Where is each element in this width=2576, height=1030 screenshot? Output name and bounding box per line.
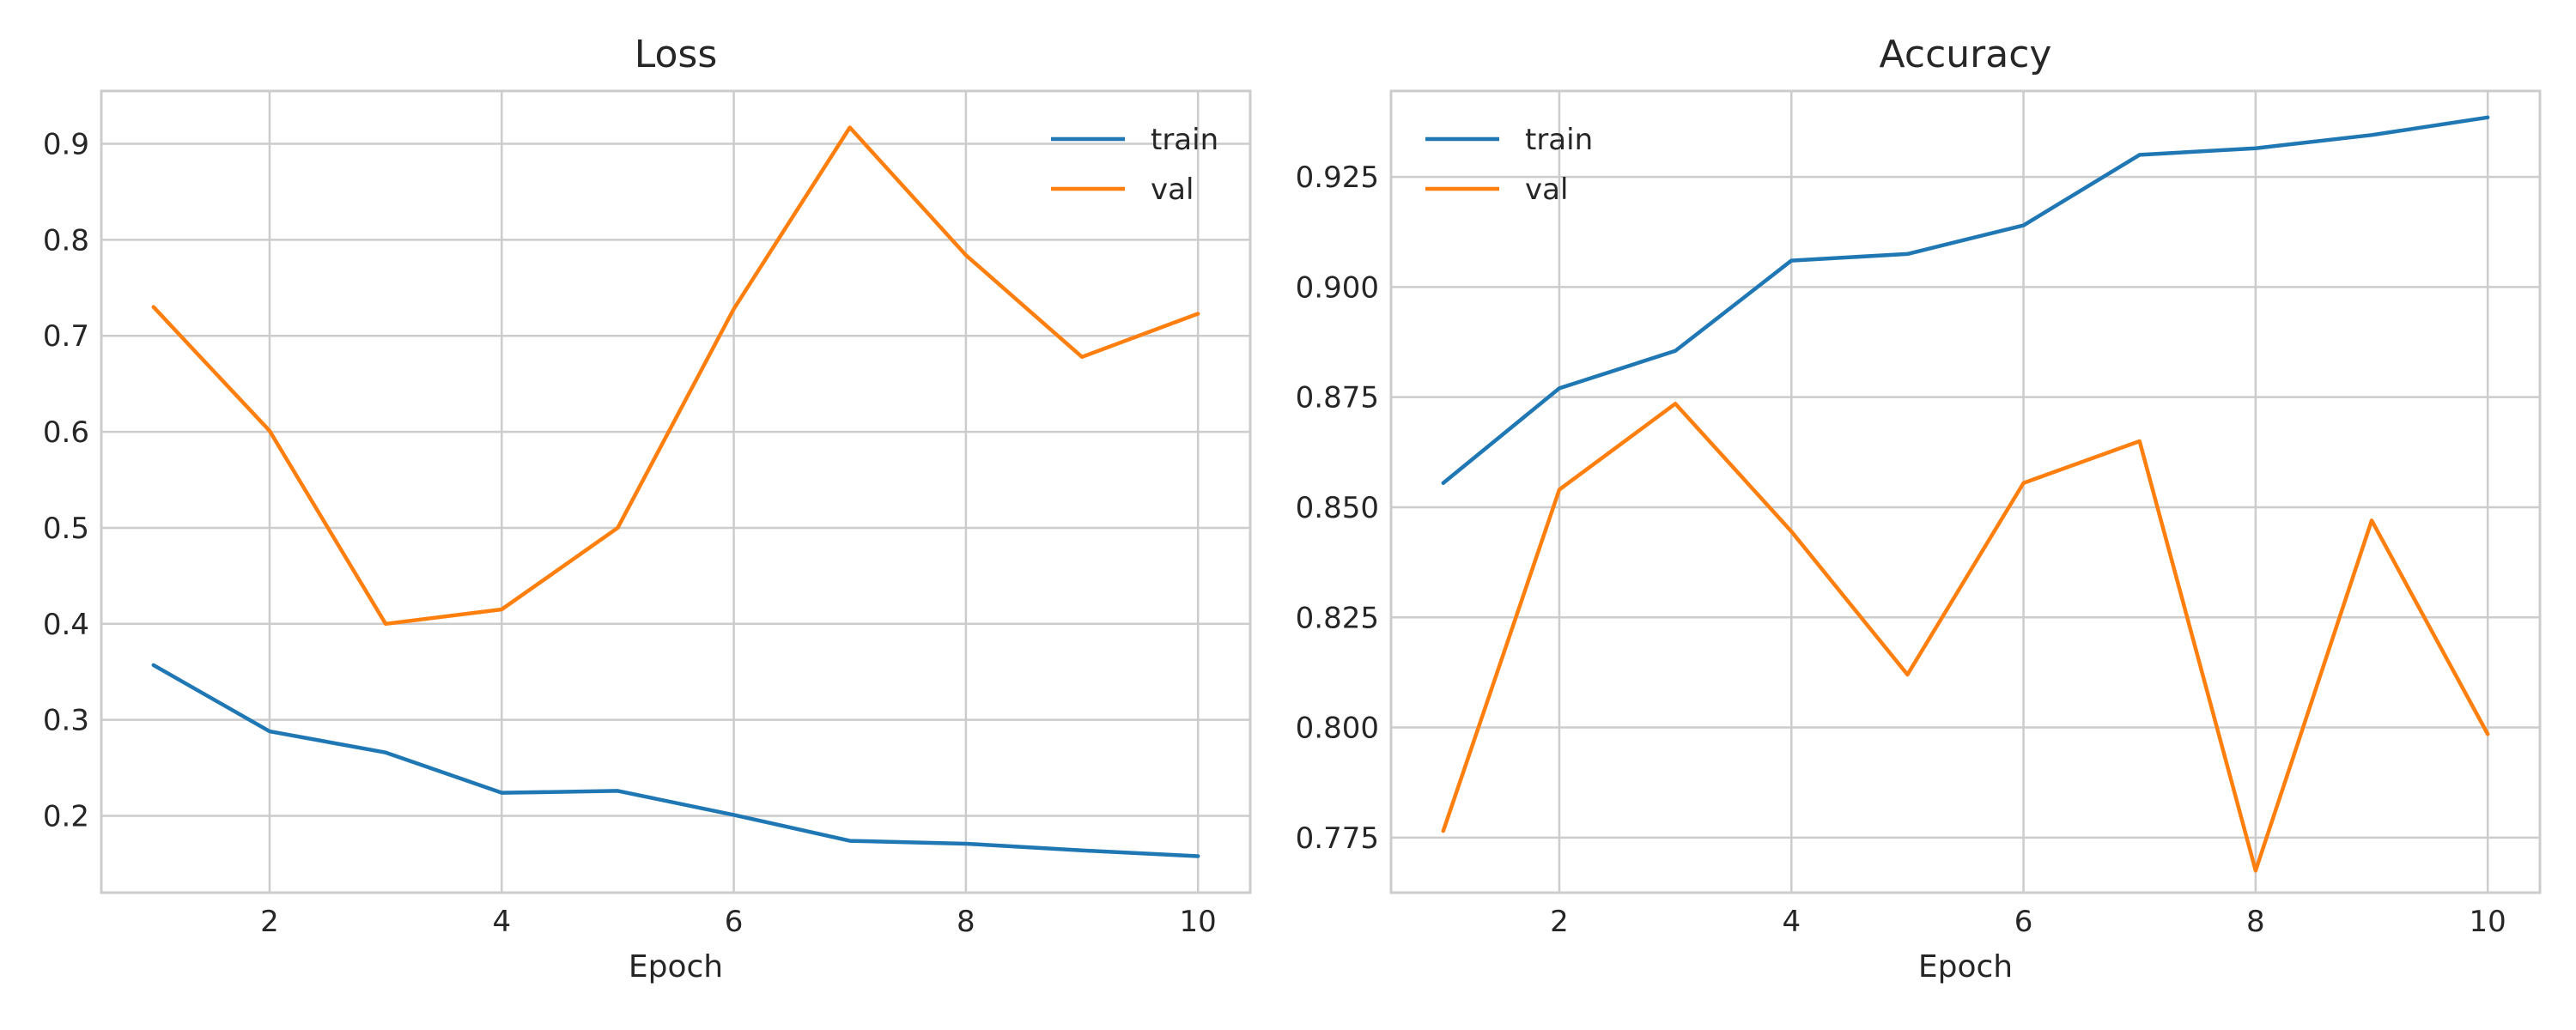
accuracy-y-tick-label: 0.800: [1296, 712, 1379, 746]
loss-x-axis-label: Epoch: [629, 949, 723, 985]
loss-panel-title: Loss: [635, 33, 718, 76]
accuracy-y-ticks: 0.775 0.800 0.825 0.850 0.875 0.900 0.925: [1296, 161, 1379, 856]
loss-y-tick-label: 0.5: [43, 512, 89, 546]
loss-y-tick-label: 0.6: [43, 415, 89, 450]
loss-legend: train val: [1051, 123, 1218, 207]
accuracy-x-tick-label: 6: [2014, 905, 2033, 939]
loss-gridlines: [101, 91, 1250, 893]
loss-y-tick-label: 0.4: [43, 608, 89, 642]
loss-y-ticks: 0.2 0.3 0.4 0.5 0.6 0.7 0.8 0.9: [43, 128, 89, 834]
loss-x-tick-label: 4: [492, 905, 511, 939]
accuracy-x-tick-label: 4: [1782, 905, 1801, 939]
accuracy-val-line: [1441, 402, 2490, 873]
accuracy-y-tick-label: 0.775: [1296, 821, 1379, 856]
accuracy-x-tick-label: 8: [2246, 905, 2265, 939]
accuracy-legend: train val: [1425, 123, 1593, 207]
loss-y-tick-label: 0.2: [43, 800, 89, 834]
accuracy-legend-val-label: val: [1525, 173, 1568, 207]
loss-panel: Loss 2 4 6 8 10 0.2 0.3 0.4 0.5 0.6 0.7 0.8 0.9 Epo…: [43, 33, 1252, 985]
loss-x-tick-label: 10: [1180, 905, 1217, 939]
loss-val-line: [151, 125, 1200, 627]
loss-axes-frame: [100, 89, 1252, 894]
accuracy-axes-frame: [1389, 89, 2542, 894]
loss-x-tick-label: 6: [725, 905, 744, 939]
accuracy-x-tick-label: 10: [2470, 905, 2506, 939]
accuracy-panel-title: Accuracy: [1880, 33, 2052, 76]
loss-legend-val-label: val: [1151, 173, 1194, 207]
accuracy-x-tick-label: 2: [1550, 905, 1569, 939]
accuracy-train-line: [1441, 115, 2490, 485]
accuracy-gridlines: [1391, 91, 2540, 893]
accuracy-x-axis-label: Epoch: [1918, 949, 2013, 985]
loss-x-ticks: 2 4 6 8 10: [260, 905, 1217, 939]
accuracy-y-tick-label: 0.850: [1296, 491, 1379, 525]
loss-x-tick-label: 8: [957, 905, 975, 939]
accuracy-panel: Accuracy 2 4 6 8 10 0.775 0.800 0.825 0.850 0.87…: [1296, 33, 2542, 985]
loss-train-line: [151, 663, 1200, 858]
loss-y-tick-label: 0.9: [43, 128, 89, 162]
loss-y-tick-label: 0.7: [43, 319, 89, 354]
loss-y-tick-label: 0.3: [43, 704, 89, 738]
loss-legend-train-label: train: [1151, 123, 1218, 157]
accuracy-legend-train-label: train: [1525, 123, 1593, 157]
accuracy-y-tick-label: 0.825: [1296, 601, 1379, 635]
accuracy-y-tick-label: 0.900: [1296, 270, 1379, 305]
accuracy-y-tick-label: 0.875: [1296, 381, 1379, 415]
loss-x-tick-label: 2: [260, 905, 279, 939]
loss-y-tick-label: 0.8: [43, 223, 89, 258]
accuracy-series: [1441, 115, 2490, 873]
accuracy-y-tick-label: 0.925: [1296, 161, 1379, 195]
accuracy-x-ticks: 2 4 6 8 10: [1550, 905, 2506, 939]
loss-series: [151, 125, 1200, 858]
